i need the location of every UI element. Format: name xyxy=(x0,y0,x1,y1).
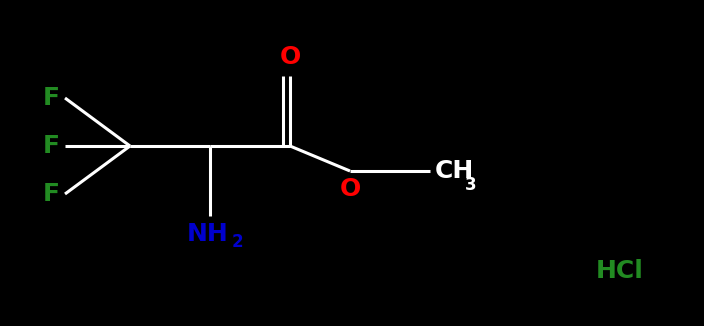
Text: F: F xyxy=(43,86,60,110)
Text: F: F xyxy=(43,134,60,158)
Text: O: O xyxy=(279,45,301,69)
Text: CH: CH xyxy=(435,159,474,183)
Text: F: F xyxy=(43,182,60,206)
Text: 2: 2 xyxy=(232,233,244,251)
Text: 3: 3 xyxy=(465,176,477,194)
Text: O: O xyxy=(339,177,360,201)
Text: HCl: HCl xyxy=(596,259,644,283)
Text: NH: NH xyxy=(187,222,229,246)
